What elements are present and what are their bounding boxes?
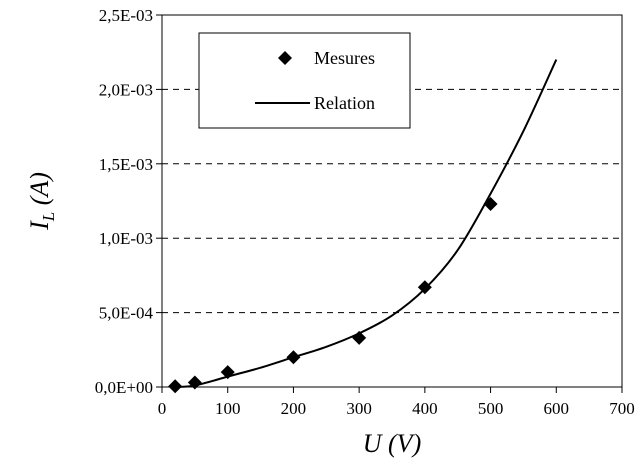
x-tick-label: 400 [412, 399, 438, 418]
x-tick-label: 600 [544, 399, 570, 418]
y-tick-labels: 0,0E+00 5,0E-04 1,0E-03 1,5E-03 2,0E-03 2,5E-… [95, 6, 154, 397]
legend-relation-label: Relation [314, 93, 375, 113]
mesures-point [352, 330, 367, 345]
y-tick-label: 5,0E-04 [99, 304, 154, 323]
y-axis-title-rest: (A) [25, 172, 54, 212]
y-tick-label: 1,0E-03 [99, 229, 153, 248]
y-axis-title-main: I [25, 220, 54, 231]
y-tick-label: 1,5E-03 [99, 155, 153, 174]
x-tick-label: 200 [281, 399, 307, 418]
legend: Mesures Relation [198, 32, 411, 129]
y-tick-label: 2,5E-03 [99, 6, 153, 25]
x-tick-label: 500 [478, 399, 504, 418]
mesures-point [483, 196, 498, 211]
legend-box [198, 32, 411, 129]
mesures-point [168, 379, 183, 394]
x-axis-title: U (V) [363, 429, 421, 458]
legend-mesures-marker [278, 51, 292, 65]
mesures-point [220, 365, 235, 380]
y-axis-title-sub: L [39, 212, 58, 222]
y-tick-label: 0,0E+00 [95, 378, 153, 397]
series-mesures-markers [168, 196, 498, 394]
x-tick-label: 0 [158, 399, 167, 418]
y-tick-label: 2,0E-03 [99, 80, 153, 99]
x-tick-label: 300 [346, 399, 372, 418]
x-tick-labels: 0 100 200 300 400 500 600 700 [158, 399, 635, 418]
mesures-point [187, 375, 202, 390]
axis-ticks [156, 14, 623, 393]
mesures-point [286, 350, 301, 365]
x-tick-label: 100 [215, 399, 241, 418]
mesures-point [417, 280, 432, 295]
y-axis-title: IL (A) [25, 172, 58, 231]
legend-mesures-label: Mesures [314, 48, 375, 68]
x-tick-label: 700 [609, 399, 635, 418]
